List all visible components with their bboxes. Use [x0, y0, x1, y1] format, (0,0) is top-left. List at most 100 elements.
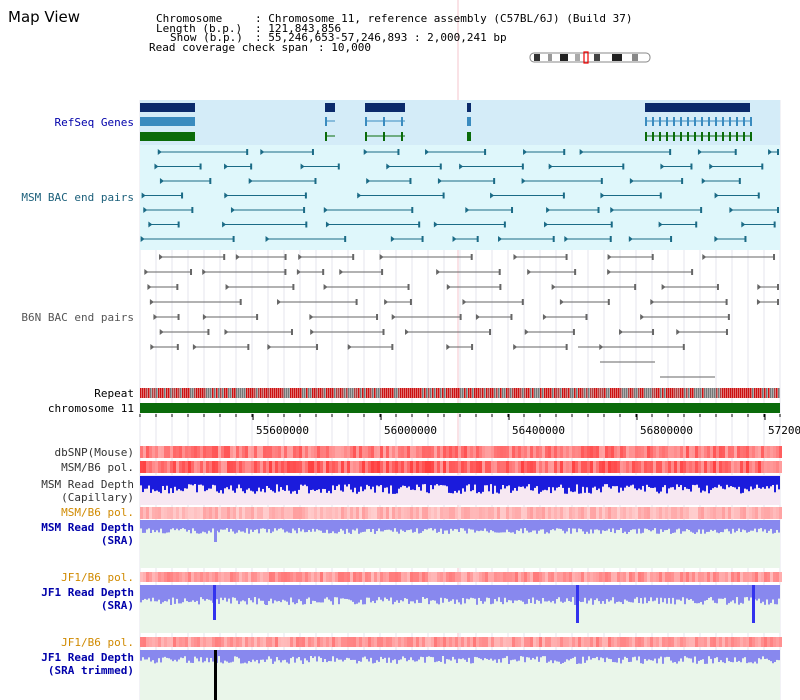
repeat-element	[424, 388, 426, 398]
b6n-bac-track[interactable]	[144, 254, 779, 378]
gene-feature[interactable]	[467, 103, 471, 112]
repeat-element	[156, 388, 158, 398]
gene-exon[interactable]	[750, 117, 752, 126]
polymorphism-bin	[575, 446, 578, 458]
read-depth-bin	[352, 585, 354, 602]
gene-exon[interactable]	[659, 117, 661, 126]
read-depth-bin	[142, 650, 144, 658]
polymorphism-bin	[635, 507, 638, 519]
gene-exon[interactable]	[673, 117, 675, 126]
polymorphism-bin	[170, 446, 173, 458]
gene-feature[interactable]	[467, 117, 471, 126]
gene-exon[interactable]	[401, 132, 403, 141]
gene-exon[interactable]	[687, 117, 689, 126]
gene-feature[interactable]	[140, 132, 195, 141]
gene-exon[interactable]	[680, 117, 682, 126]
polymorphism-bin	[314, 507, 317, 519]
gene-exon[interactable]	[652, 117, 654, 126]
gene-feature[interactable]	[467, 132, 471, 141]
polymorphism-bin	[281, 572, 284, 582]
read-depth-bin	[192, 520, 194, 529]
polymorphism-bin	[371, 446, 374, 458]
polymorphism-bin	[572, 637, 575, 647]
gene-exon[interactable]	[729, 117, 731, 126]
polymorphism-bin	[446, 461, 449, 473]
repeat-track[interactable]	[140, 388, 780, 398]
gene-exon[interactable]	[715, 117, 717, 126]
polymorphism-bin	[140, 446, 143, 458]
gene-feature[interactable]	[140, 117, 195, 126]
read-depth-bin	[678, 476, 680, 487]
gene-exon[interactable]	[701, 132, 703, 141]
read-depth-bin	[700, 650, 702, 660]
gene-feature[interactable]	[140, 103, 195, 112]
gene-exon[interactable]	[365, 117, 367, 126]
gene-exon[interactable]	[687, 132, 689, 141]
gene-exon[interactable]	[666, 117, 668, 126]
chromosome-bar[interactable]	[140, 403, 780, 413]
gene-exon[interactable]	[715, 132, 717, 141]
b6n-bac-label[interactable]: B6N BAC end pairs	[21, 311, 134, 324]
polymorphism-bin	[665, 507, 668, 519]
gene-exon[interactable]	[722, 117, 724, 126]
gene-exon[interactable]	[383, 117, 385, 126]
gene-exon[interactable]	[743, 132, 745, 141]
polymorphism-bin	[290, 637, 293, 647]
gene-exon[interactable]	[645, 117, 647, 126]
gene-exon[interactable]	[750, 132, 752, 141]
polymorphism-bin	[599, 461, 602, 473]
refseq-genes-track[interactable]	[140, 100, 780, 145]
gene-exon[interactable]	[673, 132, 675, 141]
coverage-tracks[interactable]	[140, 446, 782, 700]
gene-exon[interactable]	[701, 117, 703, 126]
repeat-element	[314, 388, 316, 398]
gene-exon[interactable]	[694, 117, 696, 126]
gene-exon[interactable]	[659, 132, 661, 141]
polymorphism-bin	[227, 446, 230, 458]
gene-exon[interactable]	[325, 132, 327, 141]
gene-exon[interactable]	[708, 117, 710, 126]
gene-exon[interactable]	[708, 132, 710, 141]
repeat-element	[690, 388, 692, 398]
read-depth-bin	[564, 520, 566, 534]
polymorphism-bin	[650, 572, 653, 582]
read-depth-bin	[172, 585, 174, 598]
msm-bac-track[interactable]	[140, 145, 780, 250]
polymorphism-bin	[578, 446, 581, 458]
read-depth-bin	[620, 520, 622, 529]
gene-exon[interactable]	[645, 132, 647, 141]
gene-feature[interactable]	[325, 103, 335, 112]
ideogram-position-marker[interactable]	[583, 51, 589, 64]
read-depth-bin	[530, 520, 532, 533]
gene-exon[interactable]	[652, 132, 654, 141]
read-depth-bin	[690, 520, 692, 532]
read-depth-bin	[746, 520, 748, 533]
gene-exon[interactable]	[383, 132, 385, 141]
gene-exon[interactable]	[722, 132, 724, 141]
polymorphism-bin	[368, 461, 371, 473]
gene-exon[interactable]	[325, 117, 327, 126]
read-depth-bin	[454, 476, 456, 491]
gene-exon[interactable]	[736, 132, 738, 141]
ideogram[interactable]	[529, 51, 651, 64]
polymorphism-bin	[662, 507, 665, 519]
repeat-element	[154, 388, 156, 398]
read-depth-bin	[374, 520, 376, 534]
gene-exon[interactable]	[365, 132, 367, 141]
refseq-genes-label[interactable]: RefSeq Genes	[54, 116, 134, 129]
read-depth-bin	[500, 585, 502, 602]
gene-feature[interactable]	[645, 103, 750, 112]
polymorphism-bin	[455, 637, 458, 647]
msm-bac-label[interactable]: MSM BAC end pairs	[21, 191, 134, 204]
gene-exon[interactable]	[666, 132, 668, 141]
gene-exon[interactable]	[743, 117, 745, 126]
gene-exon[interactable]	[680, 132, 682, 141]
gene-exon[interactable]	[729, 132, 731, 141]
gene-exon[interactable]	[401, 117, 403, 126]
gene-feature[interactable]	[365, 103, 405, 112]
repeat-element	[174, 388, 176, 398]
polymorphism-bin	[644, 637, 647, 647]
gene-exon[interactable]	[694, 132, 696, 141]
gene-exon[interactable]	[736, 117, 738, 126]
